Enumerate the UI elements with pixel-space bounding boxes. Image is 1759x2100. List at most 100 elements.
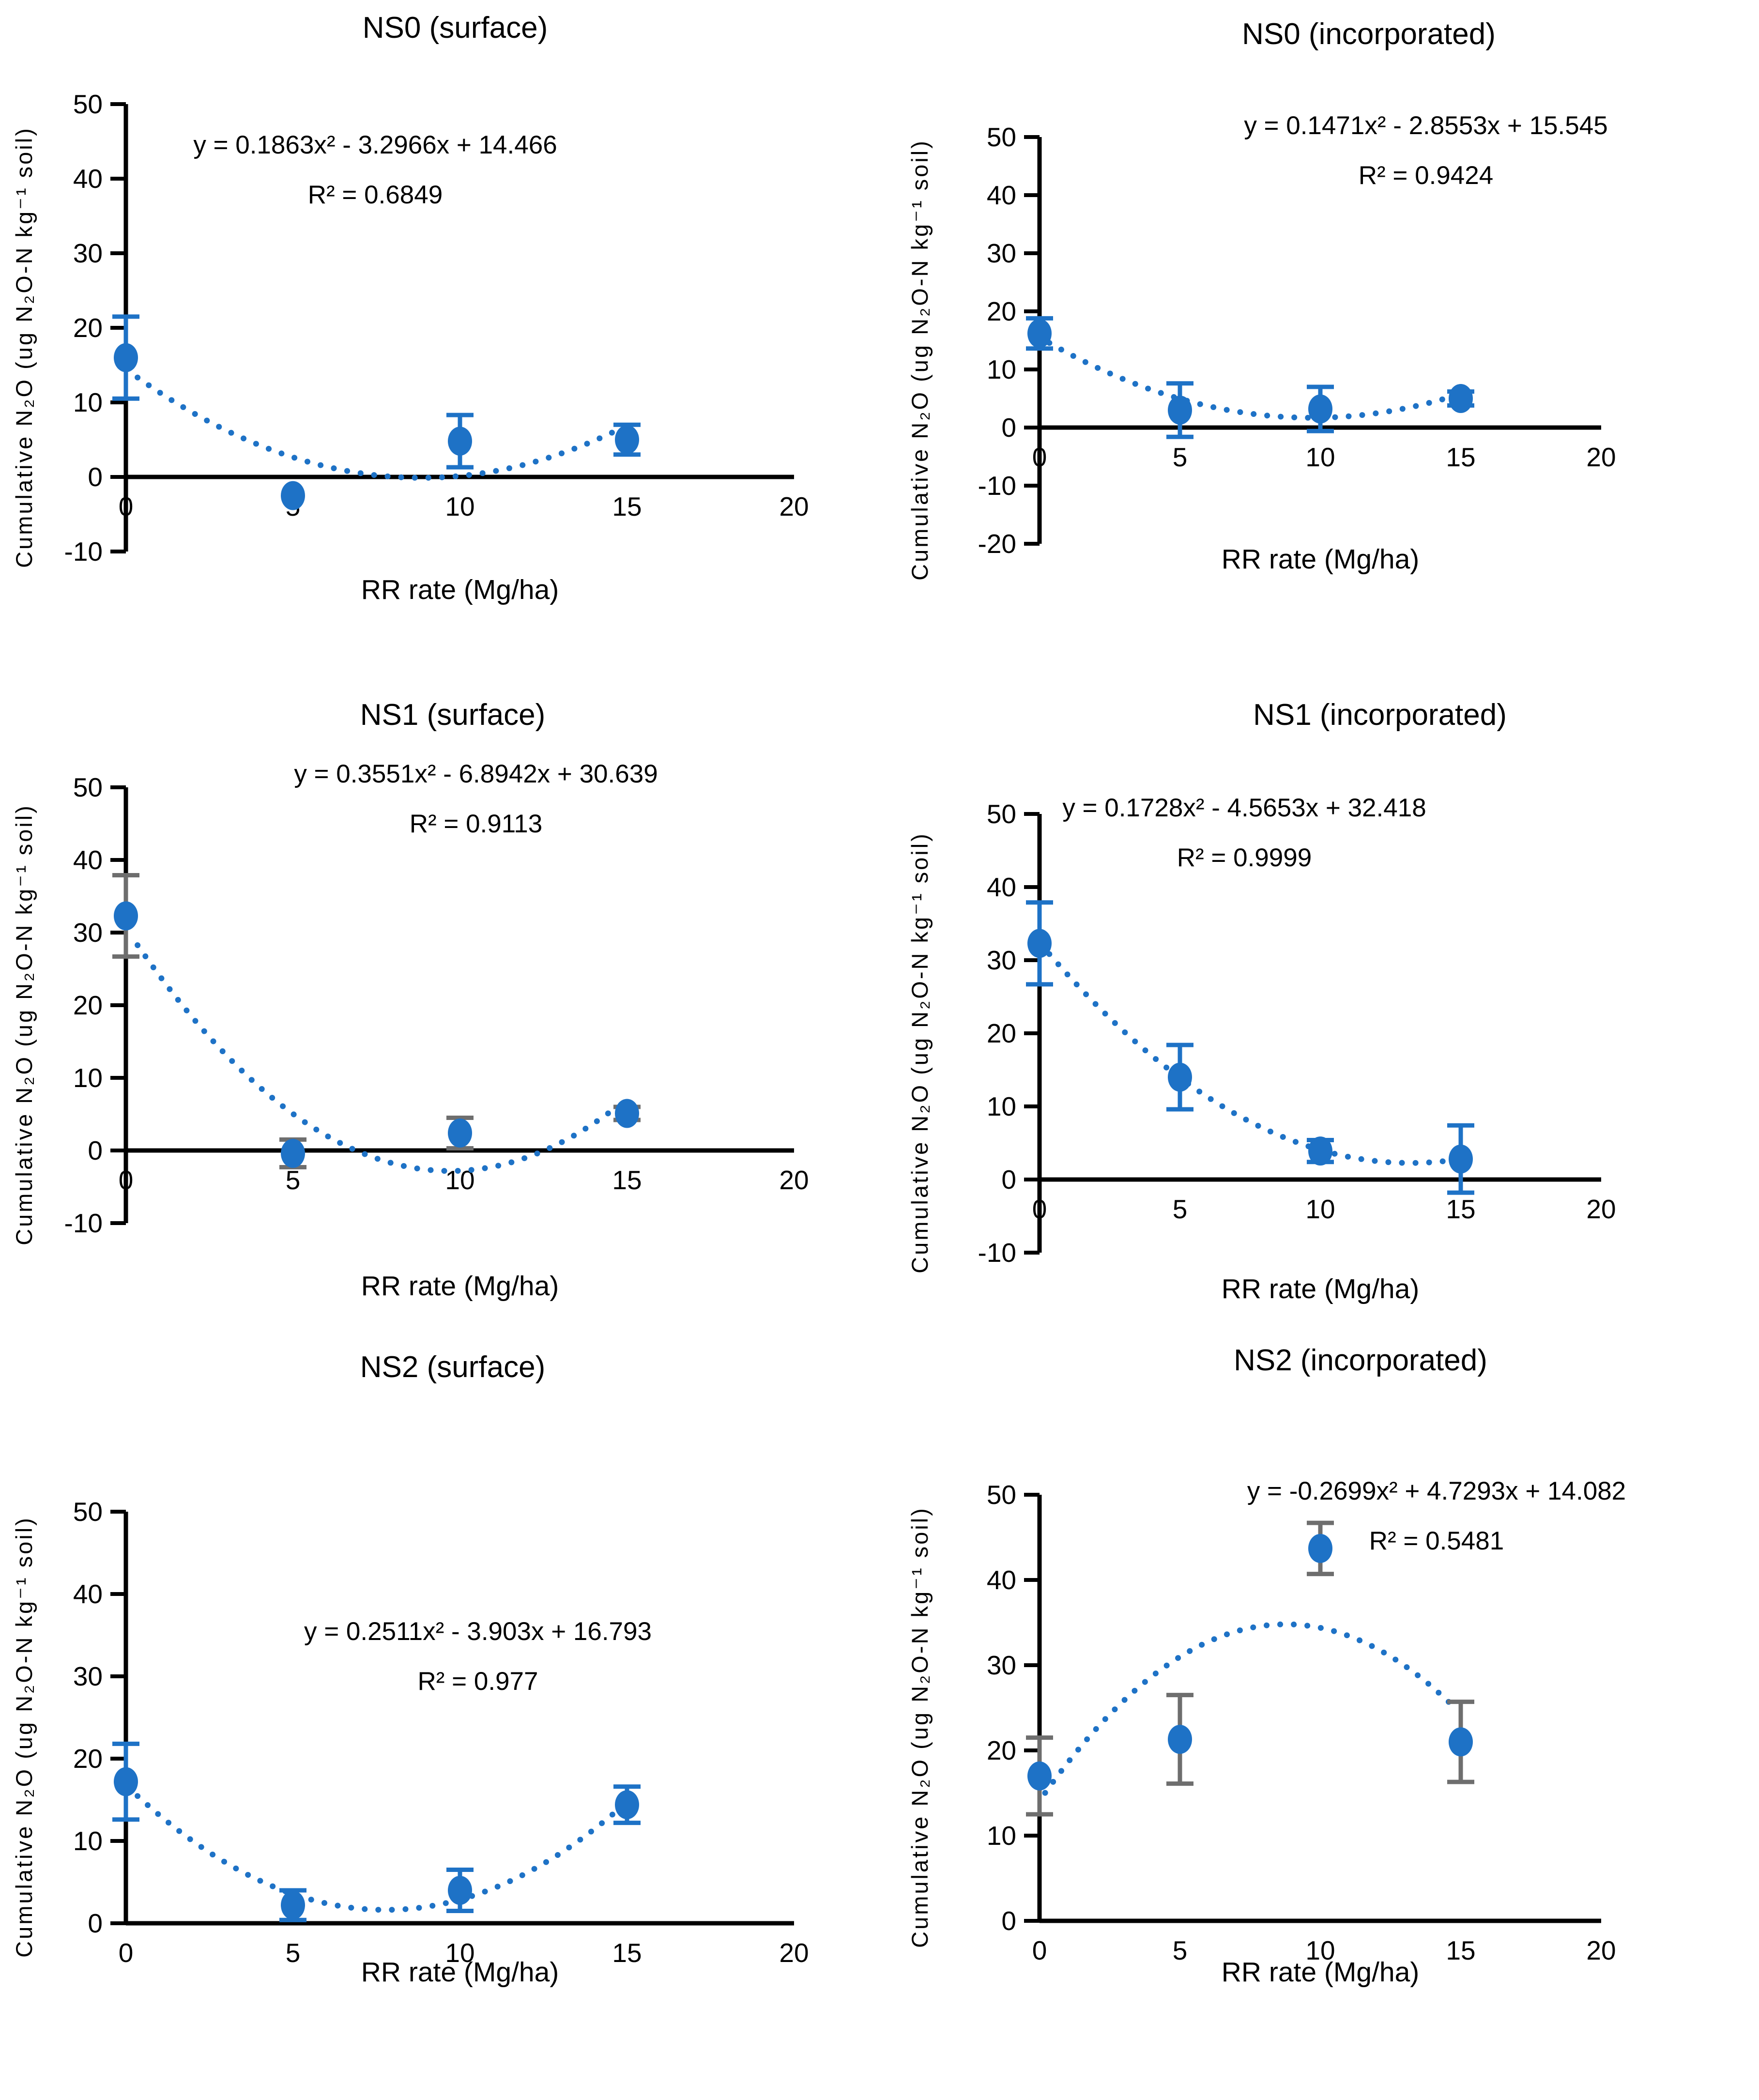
trend-line [1046,951,1453,1166]
data-point-marker [1168,1725,1192,1754]
x-tick-label: 15 [612,1165,642,1195]
y-tick-label: 20 [987,1018,1016,1048]
fit-equation: y = 0.1728x² - 4.5653x + 32.418 [1062,794,1426,822]
y-tick-label: -20 [978,529,1017,559]
y-tick-label: 20 [73,1744,103,1774]
y-tick-label: 50 [987,799,1016,829]
r-squared: R² = 0.9999 [1177,843,1312,872]
data-point-marker [1449,1144,1473,1174]
x-tick-label: 20 [779,491,809,521]
y-tick-label: 10 [73,1063,103,1093]
x-axis-title: RR rate (Mg/ha) [361,574,559,605]
r-squared: R² = 0.977 [417,1667,538,1696]
chart-canvas: 0 10 20 30 40 50 0 5 10 15 20 [987,1480,1616,1965]
data-point-marker [1027,929,1052,958]
y-tick-label: 0 [88,1908,103,1938]
fit-annotation: y = 0.1728x² - 4.5653x + 32.418 R² = 0.9… [905,783,1583,883]
chart-canvas: 0 10 20 30 40 50 0 5 10 15 20 [73,1497,809,1968]
data-point-marker [1027,319,1052,348]
panel-ns2-incorporated: NS2 (incorporated) y = -0.2699x² + 4.729… [880,1328,1759,1992]
y-tick-label: 0 [88,462,103,492]
panel-title: NS1 (surface) [360,698,546,732]
chart-canvas: -20 -10 0 10 20 30 40 50 0 5 10 15 20 [978,122,1616,559]
x-tick-label: 0 [119,491,134,521]
x-tick-label: 20 [1586,442,1616,472]
panel-title: NS0 (incorporated) [1242,17,1496,51]
x-tick-label: 15 [612,1938,642,1968]
x-tick-label: 0 [1032,442,1047,472]
x-tick-label: 15 [1446,1935,1475,1965]
r-squared: R² = 0.9424 [1358,161,1494,190]
data-point-marker [615,1790,639,1820]
y-tick-label: 40 [73,845,103,875]
data-point-marker [281,481,305,510]
y-tick-label: 50 [73,772,103,802]
y-tick-label: 30 [73,1661,103,1691]
data-point-marker [615,1099,639,1128]
x-tick-label: 15 [1446,1194,1475,1224]
r-squared: R² = 0.6849 [307,181,443,209]
data-point-marker [448,1876,472,1905]
x-tick-label: 0 [119,1938,134,1968]
fit-annotation: y = 0.3551x² - 6.8942x + 30.639 R² = 0.9… [137,749,815,849]
fit-annotation: y = 0.2511x² - 3.903x + 16.793 R² = 0.97… [139,1607,817,1706]
fit-annotation: y = 0.1471x² - 2.8553x + 15.545 R² = 0.9… [1087,101,1759,200]
trend-line [1042,1621,1457,1796]
x-axis-title: RR rate (Mg/ha) [361,1957,559,1988]
y-tick-label: 30 [987,1650,1016,1680]
data-point-marker [281,1890,305,1920]
x-tick-label: 10 [1305,1194,1335,1224]
y-tick-label: 10 [73,387,103,417]
y-tick-label: 40 [987,1565,1016,1595]
x-tick-label: 5 [1173,1194,1188,1224]
y-tick-label: -10 [64,1208,103,1238]
fit-equation: y = -0.2699x² + 4.7293x + 14.082 [1247,1477,1626,1505]
data-point-marker [448,427,472,456]
y-tick-label: 10 [73,1826,103,1856]
x-tick-label: 0 [1032,1935,1047,1965]
x-tick-label: 20 [1586,1935,1616,1965]
x-tick-label: 10 [1305,1935,1335,1965]
fit-equation: y = 0.3551x² - 6.8942x + 30.639 [294,760,658,788]
y-tick-label: 40 [987,180,1016,210]
y-tick-label: 50 [987,1480,1016,1510]
x-tick-label: 20 [779,1165,809,1195]
x-tick-label: 10 [445,1938,474,1968]
fit-equation: y = 0.2511x² - 3.903x + 16.793 [304,1617,652,1646]
panel-ns1-surface: NS1 (surface) y = 0.3551x² - 6.8942x + 3… [0,664,880,1328]
y-tick-label: 0 [1001,1165,1016,1195]
x-axis-title: RR rate (Mg/ha) [1221,1957,1420,1988]
y-tick-label: 0 [1001,1906,1016,1936]
y-tick-label: 40 [73,1579,103,1609]
x-tick-label: 5 [286,1938,301,1968]
x-tick-label: 5 [1173,442,1188,472]
y-tick-label: 30 [987,945,1016,975]
x-tick-label: 10 [445,491,474,521]
x-axis-title: RR rate (Mg/ha) [361,1271,559,1302]
data-point-marker [281,1139,305,1168]
y-tick-label: 30 [73,918,103,948]
y-tick-label: 40 [73,164,103,194]
fit-annotation: y = -0.2699x² + 4.7293x + 14.082 R² = 0.… [1098,1466,1759,1566]
data-point-marker [114,1767,138,1796]
data-point-marker [1168,1062,1192,1092]
data-point-marker [448,1119,472,1148]
data-point-marker [114,343,138,372]
x-tick-label: 5 [1173,1935,1188,1965]
fit-equation: y = 0.1471x² - 2.8553x + 15.545 [1244,111,1608,140]
data-point-marker [1449,1727,1473,1757]
data-point-marker [1308,1136,1332,1166]
panel-title: NS2 (surface) [360,1350,546,1384]
y-tick-label: 30 [73,238,103,268]
y-tick-label: 0 [88,1135,103,1165]
r-squared: R² = 0.9113 [409,810,543,838]
trend-line [1046,340,1453,421]
panel-title: NS2 (incorporated) [1234,1344,1487,1377]
x-tick-label: 10 [1305,442,1335,472]
x-tick-label: 20 [1586,1194,1616,1224]
x-tick-label: 20 [779,1938,809,1968]
y-tick-label: 10 [987,1821,1016,1851]
